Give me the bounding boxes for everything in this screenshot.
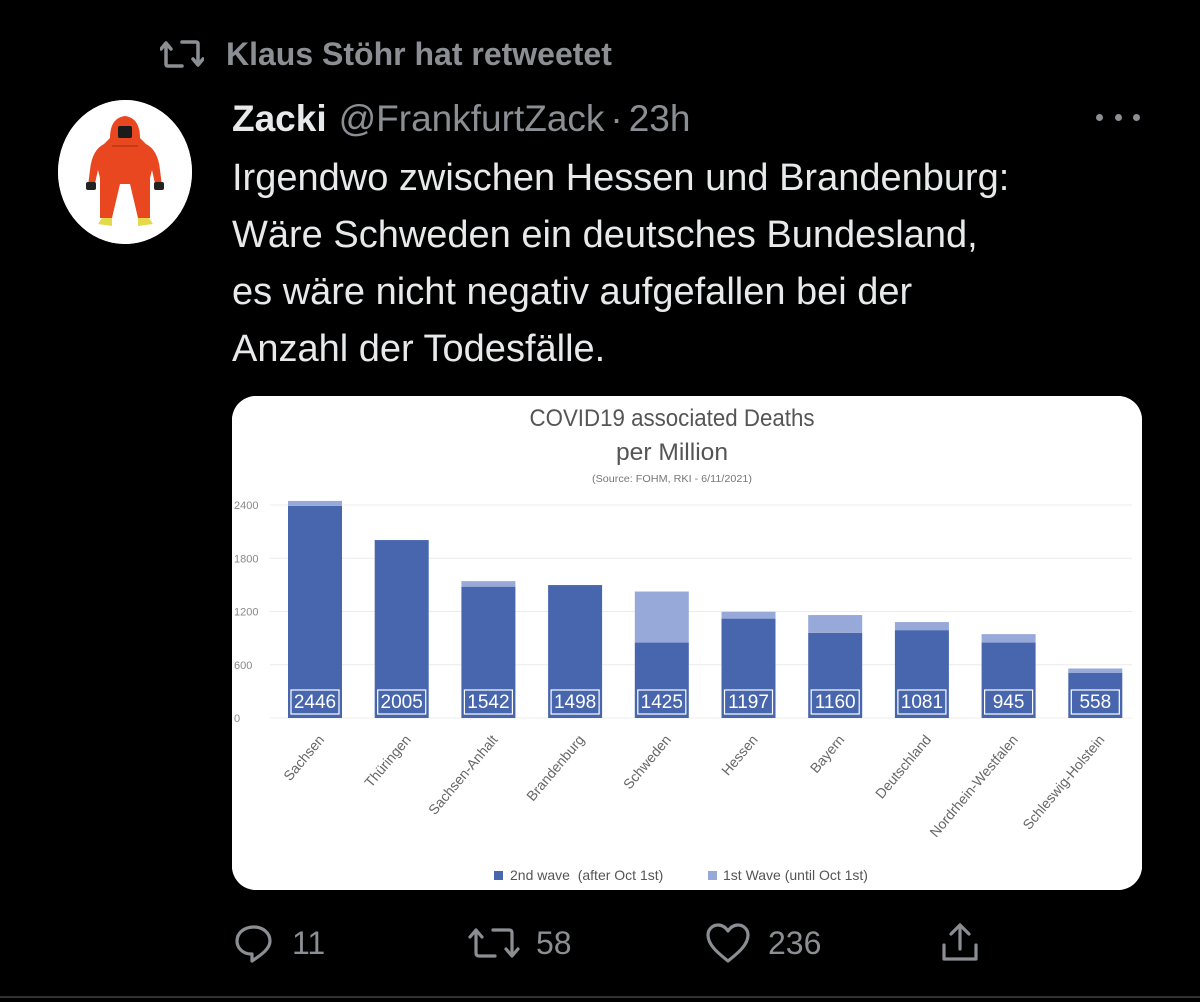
retweeted-by-label[interactable]: Klaus Stöhr hat retweetet bbox=[226, 35, 612, 72]
tweet-action-bar: 11 58 236 bbox=[232, 918, 992, 968]
legend-swatch-second-wave bbox=[494, 871, 503, 880]
bar-total-label: 1542 bbox=[467, 692, 509, 713]
tweet-media-image[interactable]: COVID19 associated Deaths per Million (S… bbox=[232, 396, 1142, 890]
like-count: 236 bbox=[768, 924, 822, 961]
bar-total-label: 2446 bbox=[294, 692, 336, 713]
bar-total-label: 2005 bbox=[381, 692, 423, 713]
legend-swatch-first-wave bbox=[708, 871, 717, 880]
tweet-text: Irgendwo zwischen Hessen und Brandenburg… bbox=[232, 150, 1162, 378]
user-handle[interactable]: @FrankfurtZack bbox=[338, 98, 605, 139]
bar-total-label: 1160 bbox=[815, 692, 856, 713]
bar-total-label-box bbox=[897, 689, 947, 715]
chart-title: COVID19 associated Deaths bbox=[530, 405, 815, 432]
retweet-context: Klaus Stöhr hat retweetet bbox=[160, 32, 612, 76]
y-tick-label: 1800 bbox=[234, 553, 258, 565]
bar-first-wave bbox=[808, 615, 863, 633]
bar-second-wave bbox=[894, 630, 949, 718]
bar-total-label-box bbox=[463, 689, 513, 715]
hazmat-suit-avatar bbox=[58, 100, 192, 244]
share-action[interactable] bbox=[938, 918, 982, 968]
bar-total-label-box bbox=[983, 689, 1034, 715]
bar-total-label-box bbox=[810, 689, 860, 715]
bar-first-wave bbox=[1068, 668, 1123, 673]
bar-second-wave bbox=[634, 642, 689, 718]
y-tick-label: 600 bbox=[234, 660, 252, 672]
more-dot bbox=[1133, 113, 1140, 121]
bar-second-wave bbox=[288, 505, 342, 718]
tweet-text-line: Irgendwo zwischen Hessen und Brandenburg… bbox=[232, 157, 1010, 199]
separator-dot: · bbox=[610, 98, 623, 139]
share-icon bbox=[942, 923, 978, 961]
bar-total-label-box bbox=[723, 689, 774, 715]
heart-icon bbox=[706, 923, 750, 963]
more-options-icon[interactable] bbox=[1096, 102, 1140, 132]
bar-total-label-box bbox=[290, 689, 340, 715]
bar-total-label: 558 bbox=[1079, 692, 1111, 713]
y-tick-label: 1200 bbox=[234, 607, 258, 619]
bar-first-wave bbox=[981, 634, 1036, 643]
more-dot bbox=[1096, 113, 1103, 121]
legend-label-first-wave: 1st Wave (until Oct 1st) bbox=[723, 867, 868, 883]
bar-total-label-box bbox=[550, 689, 600, 715]
legend-label-second-wave: 2nd wave (after Oct 1st) bbox=[510, 867, 663, 883]
bar-total-label: 1081 bbox=[901, 692, 943, 713]
y-tick-label: 2400 bbox=[234, 500, 258, 512]
avatar[interactable] bbox=[58, 100, 192, 244]
retweet-icon bbox=[468, 928, 520, 958]
bar-total-label: 1498 bbox=[554, 692, 596, 713]
tweet-text-line: Anzahl der Todesfälle. bbox=[232, 328, 606, 370]
bar-first-wave bbox=[721, 611, 776, 619]
bar-total-label-box bbox=[1070, 689, 1120, 715]
bar-second-wave bbox=[721, 618, 776, 718]
bar-first-wave bbox=[894, 622, 949, 631]
bar-total-label-box bbox=[377, 689, 427, 715]
chart-legend: 2nd wave (after Oct 1st) 1st Wave (until… bbox=[494, 867, 868, 883]
chart-source: (Source: FOHM, RKI - 6/11/2021) bbox=[592, 474, 752, 485]
bar-total-label: 945 bbox=[993, 692, 1025, 713]
bar-second-wave bbox=[461, 586, 516, 718]
like-action[interactable]: 236 bbox=[704, 918, 821, 968]
bar-second-wave bbox=[808, 632, 863, 718]
bar-second-wave bbox=[374, 540, 429, 718]
bar-total-label: 1425 bbox=[641, 692, 683, 713]
reply-icon bbox=[235, 925, 272, 963]
deaths-per-million-chart: COVID19 associated Deaths per Million (S… bbox=[232, 396, 1142, 890]
bar-first-wave bbox=[461, 581, 516, 587]
more-dot bbox=[1114, 113, 1122, 121]
bar-total-label: 1197 bbox=[728, 692, 769, 713]
tweet-text-line: Wäre Schweden ein deutsches Bundesland, bbox=[232, 214, 978, 256]
bar-total-label-box bbox=[637, 689, 687, 715]
display-name[interactable]: Zacki bbox=[232, 98, 327, 139]
retweet-icon bbox=[160, 40, 204, 68]
reply-count: 11 bbox=[292, 924, 326, 961]
bar-second-wave bbox=[1068, 672, 1123, 718]
retweet-action[interactable]: 58 bbox=[468, 918, 572, 968]
reply-action[interactable]: 11 bbox=[232, 918, 325, 968]
y-tick-label: 0 bbox=[234, 713, 240, 725]
bar-second-wave bbox=[548, 585, 603, 718]
tweet-timestamp[interactable]: 23h bbox=[628, 98, 691, 139]
divider bbox=[0, 996, 1200, 998]
tweet-header: Zacki @FrankfurtZack · 23h bbox=[232, 94, 690, 144]
tweet-text-line: es wäre nicht negativ aufgefallen bei de… bbox=[232, 271, 913, 313]
retweet-count: 58 bbox=[536, 924, 572, 961]
chart-subtitle: per Million bbox=[616, 439, 728, 466]
bar-first-wave bbox=[288, 500, 342, 506]
bar-first-wave bbox=[634, 591, 689, 643]
bar-second-wave bbox=[981, 642, 1036, 718]
